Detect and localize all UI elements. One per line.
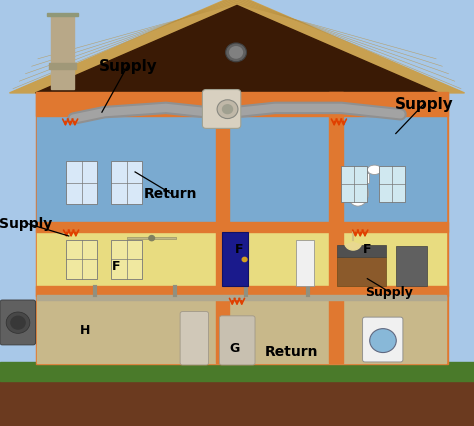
Circle shape <box>370 329 396 353</box>
Circle shape <box>229 47 243 60</box>
Bar <box>36 94 448 364</box>
Circle shape <box>242 258 247 262</box>
Bar <box>229 127 329 287</box>
Text: Supply: Supply <box>0 217 53 230</box>
Circle shape <box>11 317 25 329</box>
Bar <box>37 117 446 223</box>
FancyBboxPatch shape <box>0 300 36 345</box>
Text: Return: Return <box>144 187 197 201</box>
Bar <box>37 296 446 301</box>
Bar <box>36 223 448 232</box>
Ellipse shape <box>367 166 382 175</box>
Bar <box>49 64 76 70</box>
Circle shape <box>222 105 233 115</box>
Text: Supply: Supply <box>395 97 454 112</box>
Bar <box>396 246 427 287</box>
Text: Supply: Supply <box>365 285 413 298</box>
Circle shape <box>226 44 246 63</box>
Bar <box>337 246 386 258</box>
Circle shape <box>6 312 30 334</box>
Bar <box>379 166 405 202</box>
Wedge shape <box>345 243 361 250</box>
Bar <box>296 241 314 287</box>
Bar <box>329 92 343 363</box>
Bar <box>216 92 229 363</box>
Bar <box>347 174 369 183</box>
Bar <box>37 232 446 287</box>
Bar <box>111 162 142 204</box>
FancyBboxPatch shape <box>202 90 241 129</box>
Bar <box>51 15 74 89</box>
FancyBboxPatch shape <box>219 316 255 365</box>
Polygon shape <box>9 0 465 94</box>
Bar <box>36 287 448 296</box>
Text: Supply: Supply <box>99 58 157 74</box>
FancyBboxPatch shape <box>180 312 209 365</box>
Text: Return: Return <box>265 345 318 358</box>
Bar <box>66 162 97 204</box>
FancyBboxPatch shape <box>363 317 403 362</box>
Circle shape <box>217 101 238 119</box>
Bar <box>0 362 474 381</box>
Ellipse shape <box>347 181 369 207</box>
Polygon shape <box>36 6 438 94</box>
Bar <box>36 92 448 117</box>
Circle shape <box>149 236 155 241</box>
Bar <box>37 295 446 363</box>
Bar <box>0 377 474 426</box>
Text: G: G <box>229 341 240 354</box>
Bar <box>66 241 97 279</box>
Bar <box>111 241 142 279</box>
Bar <box>47 14 78 17</box>
Bar <box>337 258 386 287</box>
Text: H: H <box>80 324 91 337</box>
Bar <box>222 232 248 287</box>
Bar <box>341 166 367 202</box>
Text: F: F <box>363 243 372 256</box>
Bar <box>37 117 216 223</box>
Text: F: F <box>235 243 244 256</box>
Text: F: F <box>112 260 120 273</box>
